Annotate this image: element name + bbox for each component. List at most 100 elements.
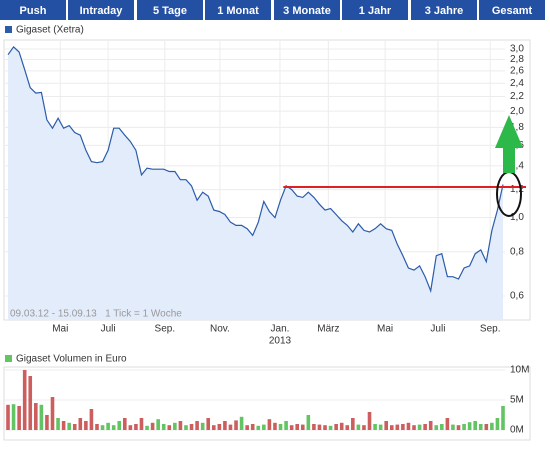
volume-bar [61, 421, 66, 430]
tab-button[interactable] [274, 0, 340, 20]
x-tick-label: Nov. [210, 324, 230, 335]
volume-bar [284, 421, 288, 430]
tab-label: 5 Tage [153, 5, 187, 17]
volume-bar [106, 422, 110, 430]
volume-bar [273, 422, 277, 430]
volume-bar [295, 424, 300, 430]
volume-plot: Gigaset Volumen in Euro 0M 5M 10M [5, 354, 529, 436]
volume-bar [206, 418, 211, 430]
volume-bar [22, 370, 27, 430]
volume-bar [473, 421, 477, 430]
volume-bar [440, 424, 444, 430]
volume-bar [495, 418, 500, 430]
volume-bar [373, 424, 377, 430]
tab-label: Gesamt [492, 5, 533, 17]
volume-bar [228, 424, 233, 430]
volume-bar [278, 424, 283, 430]
volume-bar [462, 424, 466, 430]
y-tick-label: 2,0 [510, 106, 524, 117]
volume-bar [428, 421, 433, 430]
volume-bar [456, 425, 461, 430]
volume-bar [211, 425, 216, 430]
volume-bar [145, 425, 149, 430]
tab-button[interactable] [68, 0, 134, 20]
volume-bar [122, 418, 127, 430]
y-tick-label: 2,2 [510, 91, 524, 102]
volume-bar [334, 424, 338, 430]
volume-bar [490, 422, 494, 430]
volume-bar [173, 422, 177, 430]
volume-bar [395, 424, 400, 430]
volume-bar [362, 425, 366, 430]
volume-bar [134, 424, 138, 430]
tab-button[interactable] [342, 0, 408, 20]
volume-bar [89, 409, 94, 430]
y-tick-label: 5M [510, 395, 524, 406]
volume-bar [300, 424, 305, 430]
volume-bar [34, 403, 38, 430]
volume-bar [306, 415, 311, 430]
y-tick-label: 3,0 [510, 44, 524, 55]
volume-bar [484, 424, 489, 430]
volume-bar [84, 421, 88, 430]
volume-bar [401, 424, 405, 430]
y-tick-label: 1,0 [510, 212, 524, 223]
volume-bar [317, 424, 322, 430]
x-tick-label: März [317, 324, 339, 335]
volume-bar [17, 406, 21, 430]
volume-bar [117, 421, 122, 430]
volume-bar [95, 424, 99, 430]
y-tick-label: 1,4 [510, 161, 524, 172]
volume-bar [139, 418, 144, 430]
volume-bar [217, 424, 222, 430]
period-note: 09.03.12 - 15.09.13 1 Tick = 1 Woche [10, 309, 182, 320]
x-tick-label: Jan. [271, 324, 290, 335]
volume-bar [256, 425, 261, 430]
volume-bar [434, 425, 439, 430]
y-tick-label: 1,8 [510, 122, 524, 133]
tab-label: 3 Monate [283, 5, 331, 17]
volume-bar [39, 404, 44, 430]
price-plot: Gigaset (Xetra)0,60,81,01,21,41,61,82,02… [5, 25, 526, 347]
volume-bar [239, 416, 244, 430]
volume-bar [167, 425, 172, 430]
volume-bar [356, 424, 361, 430]
x-tick-label: Juli [101, 324, 116, 335]
volume-bar [406, 422, 411, 430]
volume-bar [200, 422, 205, 430]
area-fill [8, 46, 503, 321]
legend-label: Gigaset Volumen in Euro [16, 354, 127, 365]
tab-label: Push [20, 5, 47, 17]
tab-button[interactable] [0, 0, 66, 20]
tab-button[interactable] [205, 0, 271, 20]
volume-bar [150, 422, 155, 430]
volume-bar [178, 421, 183, 430]
y-tick-label: 0M [510, 425, 524, 436]
volume-bar [28, 376, 33, 430]
volume-bar [412, 425, 416, 430]
volume-bar [262, 424, 266, 430]
legend-label: Gigaset (Xetra) [16, 25, 84, 36]
x-tick-label: Mai [377, 324, 393, 335]
volume-bar [184, 425, 188, 430]
volume-bar [128, 425, 133, 430]
volume-bar [6, 404, 10, 430]
volume-bar [78, 418, 83, 430]
volume-bar [467, 422, 472, 430]
y-tick-label: 10M [510, 365, 529, 376]
volume-bar [367, 412, 372, 430]
volume-bar [111, 425, 116, 430]
volume-bar [445, 418, 450, 430]
legend-swatch [5, 355, 12, 362]
volume-bar [250, 424, 255, 430]
x-tick-label: Juli [430, 324, 445, 335]
tab-button[interactable] [479, 0, 545, 20]
y-tick-label: 2,6 [510, 66, 524, 77]
tab-button[interactable] [411, 0, 477, 20]
volume-bar [189, 424, 194, 430]
volume-bar [223, 421, 227, 430]
x-sublabel: 2013 [269, 336, 292, 347]
tab-button[interactable] [137, 0, 203, 20]
volume-bar [389, 425, 394, 430]
